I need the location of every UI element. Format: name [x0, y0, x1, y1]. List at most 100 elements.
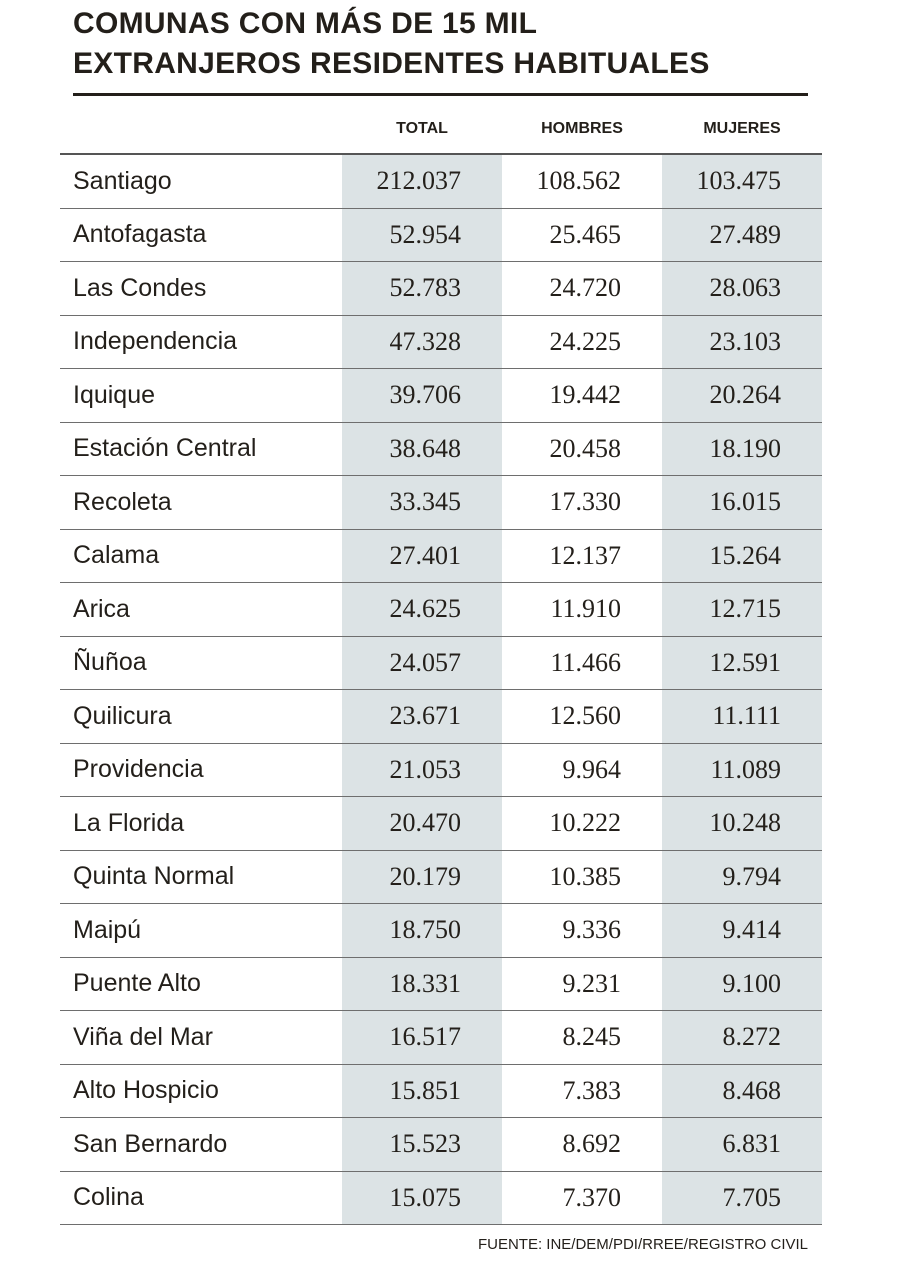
total-value: 47.328: [342, 315, 502, 369]
table-row: Colina 15.075 7.370 7.705: [60, 1171, 822, 1225]
mujeres-value: 20.264: [662, 368, 822, 423]
comuna-name: Iquique: [60, 368, 342, 423]
hombres-value: 11.466: [502, 636, 662, 690]
table-row: Las Condes 52.783 24.720 28.063: [60, 261, 822, 316]
table-row: Puente Alto 18.331 9.231 9.100: [60, 957, 822, 1011]
mujeres-value: 28.063: [662, 261, 822, 316]
comuna-name: Recoleta: [60, 475, 342, 530]
chart-title: COMUNAS CON MÁS DE 15 MIL EXTRANJEROS RE…: [73, 4, 813, 84]
table-row: Maipú 18.750 9.336 9.414: [60, 903, 822, 958]
mujeres-value: 23.103: [662, 315, 822, 369]
table-row: San Bernardo 15.523 8.692 6.831: [60, 1117, 822, 1172]
header-hombres: HOMBRES: [502, 105, 662, 155]
comuna-name: La Florida: [60, 796, 342, 851]
comuna-name: Antofagasta: [60, 208, 342, 262]
comuna-name: Quilicura: [60, 689, 342, 744]
hombres-value: 20.458: [502, 422, 662, 476]
total-value: 39.706: [342, 368, 502, 423]
total-value: 38.648: [342, 422, 502, 476]
comuna-name: Providencia: [60, 743, 342, 797]
mujeres-value: 9.414: [662, 903, 822, 958]
table-row: Antofagasta 52.954 25.465 27.489: [60, 208, 822, 262]
table-row: La Florida 20.470 10.222 10.248: [60, 796, 822, 851]
mujeres-value: 7.705: [662, 1171, 822, 1225]
table-row: Recoleta 33.345 17.330 16.015: [60, 475, 822, 530]
table-row: Iquique 39.706 19.442 20.264: [60, 368, 822, 423]
title-line-1: COMUNAS CON MÁS DE 15 MIL: [73, 7, 538, 40]
table-row: Providencia 21.053 9.964 11.089: [60, 743, 822, 797]
table-row: Ñuñoa 24.057 11.466 12.591: [60, 636, 822, 690]
mujeres-value: 10.248: [662, 796, 822, 851]
hombres-value: 19.442: [502, 368, 662, 423]
comuna-name: Colina: [60, 1171, 342, 1225]
mujeres-value: 103.475: [662, 154, 822, 209]
comuna-name: Las Condes: [60, 261, 342, 316]
hombres-value: 9.231: [502, 957, 662, 1011]
mujeres-value: 27.489: [662, 208, 822, 262]
data-table: TOTAL HOMBRES MUJERES Santiago 212.037 108…: [60, 105, 822, 1225]
total-value: 24.057: [342, 636, 502, 690]
table-body: Santiago 212.037 108.562 103.475 Antofagasta…: [60, 154, 822, 1225]
hombres-value: 11.910: [502, 582, 662, 637]
table-row: Arica 24.625 11.910 12.715: [60, 582, 822, 637]
hombres-value: 10.385: [502, 850, 662, 904]
comuna-name: San Bernardo: [60, 1117, 342, 1172]
table-row: Santiago 212.037 108.562 103.475: [60, 154, 822, 209]
hombres-value: 7.383: [502, 1064, 662, 1118]
total-value: 20.179: [342, 850, 502, 904]
mujeres-value: 15.264: [662, 529, 822, 583]
total-value: 33.345: [342, 475, 502, 530]
comuna-name: Quinta Normal: [60, 850, 342, 904]
hombres-value: 12.137: [502, 529, 662, 583]
mujeres-value: 8.272: [662, 1010, 822, 1065]
comuna-name: Calama: [60, 529, 342, 583]
header-mujeres: MUJERES: [662, 105, 822, 155]
comuna-name: Puente Alto: [60, 957, 342, 1011]
comuna-name: Arica: [60, 582, 342, 637]
mujeres-value: 18.190: [662, 422, 822, 476]
hombres-value: 25.465: [502, 208, 662, 262]
hombres-value: 9.336: [502, 903, 662, 958]
total-value: 18.750: [342, 903, 502, 958]
total-value: 52.954: [342, 208, 502, 262]
mujeres-value: 6.831: [662, 1117, 822, 1172]
total-value: 23.671: [342, 689, 502, 744]
header-name: [60, 105, 342, 155]
hombres-value: 9.964: [502, 743, 662, 797]
mujeres-value: 12.715: [662, 582, 822, 637]
mujeres-value: 12.591: [662, 636, 822, 690]
hombres-value: 24.720: [502, 261, 662, 316]
mujeres-value: 16.015: [662, 475, 822, 530]
total-value: 212.037: [342, 154, 502, 209]
total-value: 15.851: [342, 1064, 502, 1118]
data-table-container: TOTAL HOMBRES MUJERES Santiago 212.037 108…: [60, 105, 822, 1225]
table-row: Calama 27.401 12.137 15.264: [60, 529, 822, 583]
mujeres-value: 11.111: [662, 689, 822, 744]
total-value: 18.331: [342, 957, 502, 1011]
hombres-value: 8.245: [502, 1010, 662, 1065]
mujeres-value: 8.468: [662, 1064, 822, 1118]
comuna-name: Independencia: [60, 315, 342, 369]
title-rule: [73, 93, 808, 96]
title-line-2: EXTRANJEROS RESIDENTES HABITUALES: [73, 47, 710, 80]
source-note: FUENTE: INE/DEM/PDI/RREE/REGISTRO CIVIL: [477, 1236, 808, 1253]
table-row: Independencia 47.328 24.225 23.103: [60, 315, 822, 369]
hombres-value: 24.225: [502, 315, 662, 369]
table-row: Quilicura 23.671 12.560 11.111: [60, 689, 822, 744]
mujeres-value: 9.794: [662, 850, 822, 904]
hombres-value: 8.692: [502, 1117, 662, 1172]
comuna-name: Maipú: [60, 903, 342, 958]
total-value: 15.523: [342, 1117, 502, 1172]
total-value: 15.075: [342, 1171, 502, 1225]
header-total: TOTAL: [342, 105, 502, 155]
hombres-value: 10.222: [502, 796, 662, 851]
hombres-value: 7.370: [502, 1171, 662, 1225]
hombres-value: 108.562: [502, 154, 662, 209]
mujeres-value: 9.100: [662, 957, 822, 1011]
comuna-name: Alto Hospicio: [60, 1064, 342, 1118]
total-value: 27.401: [342, 529, 502, 583]
comuna-name: Viña del Mar: [60, 1010, 342, 1065]
total-value: 20.470: [342, 796, 502, 851]
comuna-name: Ñuñoa: [60, 636, 342, 690]
total-value: 52.783: [342, 261, 502, 316]
